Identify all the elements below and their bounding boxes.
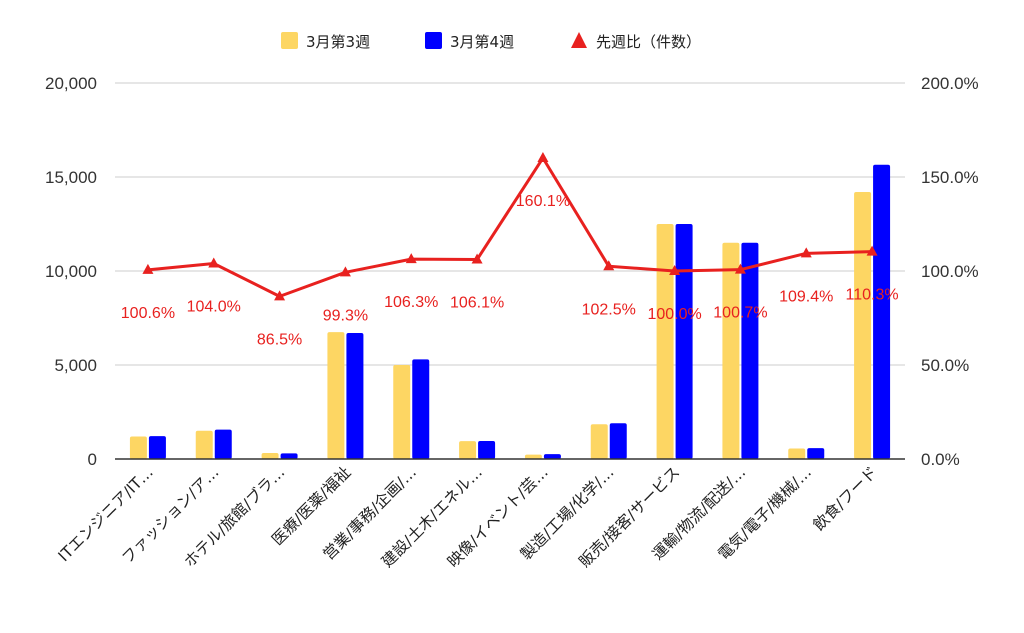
y-left-tick-label: 20,000 (45, 74, 97, 93)
bar-week3 (656, 224, 674, 459)
y-left-tick-label: 15,000 (45, 168, 97, 187)
ratio-data-label: 100.6% (121, 305, 175, 322)
ratio-line-path (147, 156, 873, 298)
y-right-tick-label: 150.0% (921, 168, 979, 187)
bar-week4 (609, 423, 627, 459)
ratio-data-label: 100.0% (647, 306, 701, 323)
y-right-tick-label: 200.0% (921, 74, 979, 93)
ratio-data-label: 104.0% (187, 298, 241, 315)
bar-week3 (459, 441, 477, 459)
bar-week4 (675, 224, 693, 459)
y-axis-right: 0.0% 50.0% 100.0% 150.0% 200.0% (921, 74, 979, 469)
ratio-data-label: 100.7% (713, 305, 767, 322)
legend: 3月第3週 3月第4週 先週比（件数） (281, 32, 701, 51)
bars (129, 164, 891, 460)
bar-week4 (148, 436, 166, 459)
bar-week3 (327, 332, 345, 459)
bar-week3 (129, 436, 147, 459)
x-axis: ITエンジニア/IT…ファッション/ア…ホテル/旅館/ブラ…医療/医薬/福祉営業… (55, 458, 905, 571)
ratio-marker (274, 290, 286, 301)
bar-week3 (393, 365, 411, 459)
y-left-tick-label: 5,000 (54, 356, 97, 375)
gridlines (115, 82, 905, 366)
ratio-data-label: 106.3% (384, 294, 438, 311)
ratio-marker (339, 266, 351, 277)
ratio-labels: 100.6% 104.0% 86.5% 99.3% 106.3% 106.1% 160.1%… (121, 193, 899, 348)
ratio-data-label: 160.1% (516, 193, 570, 210)
ratio-marker (603, 260, 615, 271)
ratio-data-label: 86.5% (257, 331, 302, 348)
legend-swatch-week4 (425, 32, 442, 49)
bar-week4 (741, 242, 759, 459)
ratio-marker (142, 263, 154, 274)
ratio-line (142, 152, 878, 301)
bar-week3 (590, 424, 608, 459)
ratio-data-label: 106.1% (450, 295, 504, 312)
y-right-tick-label: 0.0% (921, 450, 960, 469)
bar-week4 (412, 359, 430, 459)
ratio-marker (208, 257, 220, 268)
bar-week3 (722, 242, 740, 459)
legend-swatch-ratio (571, 32, 587, 48)
y-left-tick-label: 10,000 (45, 262, 97, 281)
ratio-data-label: 109.4% (779, 288, 833, 305)
ratio-marker (866, 245, 878, 256)
ratio-data-label: 110.3% (846, 287, 899, 304)
y-axis-left: 0 5,000 10,000 15,000 20,000 (45, 74, 97, 469)
ratio-data-label: 99.3% (323, 307, 368, 324)
legend-swatch-week3 (281, 32, 298, 49)
y-left-tick-label: 0 (88, 450, 97, 469)
legend-label-week4: 3月第4週 (450, 33, 514, 51)
bar-week3 (524, 454, 542, 459)
category-label: 飲食/フード (810, 463, 881, 534)
bar-week3 (261, 452, 279, 459)
bar-week4 (807, 448, 825, 459)
ratio-marker (734, 263, 746, 274)
y-right-tick-label: 100.0% (921, 262, 979, 281)
legend-label-ratio: 先週比（件数） (596, 33, 701, 51)
ratio-marker (405, 253, 417, 264)
y-right-tick-label: 50.0% (921, 356, 969, 375)
bar-week3 (854, 192, 872, 460)
ratio-marker (800, 247, 812, 258)
bar-week4 (214, 429, 232, 459)
ratio-marker (669, 265, 681, 275)
bar-week3 (788, 448, 806, 459)
bar-week3 (195, 430, 213, 459)
ratio-marker (471, 253, 483, 264)
bar-week4 (346, 333, 364, 459)
bar-week4 (543, 454, 561, 459)
bar-week4 (478, 440, 496, 459)
legend-label-week3: 3月第3週 (306, 33, 370, 51)
bar-week4 (873, 164, 891, 459)
ratio-data-label: 102.5% (582, 301, 636, 318)
ratio-marker (537, 152, 549, 163)
bar-week4 (280, 453, 298, 459)
